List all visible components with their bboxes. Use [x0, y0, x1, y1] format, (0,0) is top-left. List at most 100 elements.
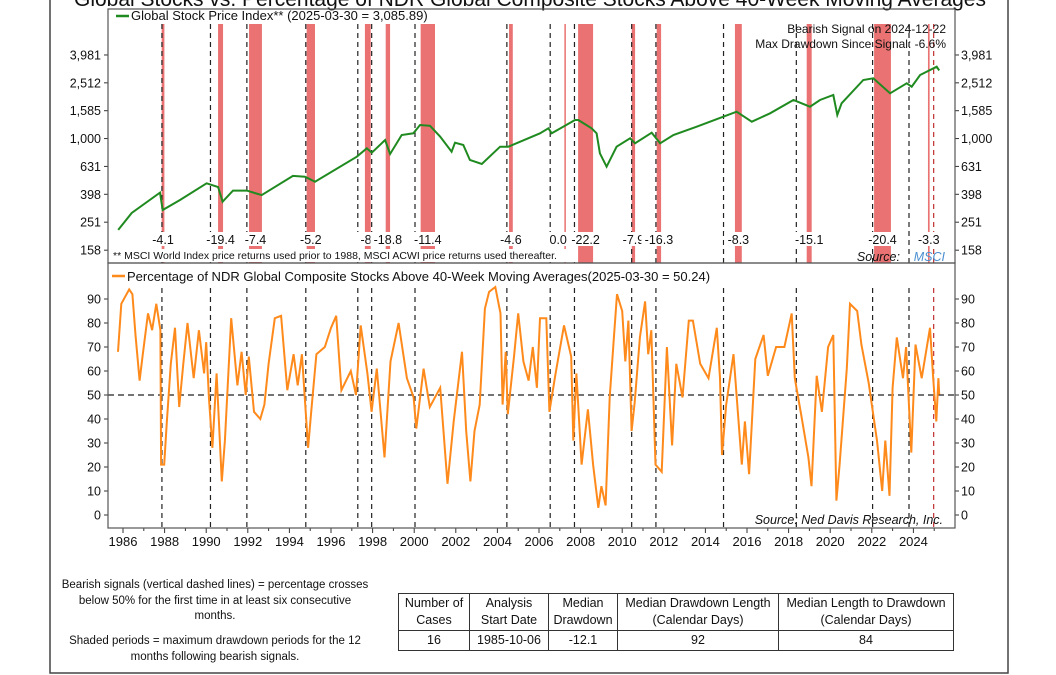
x-tick-label: 2008 — [566, 534, 595, 549]
drawdown-label: -19.4 — [206, 233, 235, 247]
y-tick-label-left: 30 — [87, 437, 101, 451]
drawdown-label-bg — [241, 232, 270, 246]
drawdown-label-bg — [370, 232, 406, 246]
drawdown-label: -8.3 — [728, 233, 750, 247]
axes: 158 158 251 251 398 398 631 631 1,000 1,000 1,585 1… — [70, 48, 993, 549]
price-legend: Global Stock Price Index** (2025-03-30 =… — [131, 8, 428, 23]
cell-median-drawdown: -12.1 — [548, 630, 618, 651]
x-tick-label: 2022 — [857, 534, 886, 549]
drawdown-shade — [656, 24, 662, 263]
y-tick-label-right: 40 — [961, 413, 975, 427]
header-cases: Number of Cases — [398, 593, 470, 631]
chart-title: Global Stocks vs. Percentage of NDR Glob… — [74, 0, 986, 11]
y-tick-label-left: 1,000 — [70, 132, 101, 146]
drawdown-label: -18.8 — [374, 233, 403, 247]
y-tick-label-right: 70 — [961, 341, 975, 355]
bottom-panel-frame — [107, 262, 956, 529]
y-tick-label-right: 60 — [961, 365, 975, 379]
note-shading: Shaded periods = maximum drawdown period… — [69, 635, 361, 663]
drawdown-shade — [564, 24, 566, 263]
y-tick-label-left: 90 — [87, 293, 101, 307]
y-tick-label-right: 30 — [961, 437, 975, 451]
x-tick-label: 2016 — [733, 534, 762, 549]
x-tick-label: 1998 — [358, 534, 387, 549]
y-tick-label-right: 631 — [961, 160, 982, 174]
y-tick-label-left: 631 — [80, 160, 101, 174]
x-tick-label: 2012 — [649, 534, 678, 549]
signal-lines-top — [161, 24, 935, 263]
header-line: (Calendar Days) — [820, 613, 912, 627]
x-tick-label: 2000 — [400, 534, 429, 549]
header-line: Median Drawdown Length — [625, 596, 771, 610]
cell-length-to-drawdown: 84 — [778, 630, 954, 651]
drawdown-label-bg — [914, 232, 943, 246]
drawdown-label: -4.1 — [152, 233, 174, 247]
header-line: (Calendar Days) — [652, 613, 744, 627]
header-line: Analysis — [485, 596, 533, 610]
drawdown-label-bg — [547, 232, 570, 246]
y-tick-label-left: 40 — [87, 413, 101, 427]
drawdown-label: -7.9 — [623, 233, 645, 247]
y-tick-label-left: 60 — [87, 365, 101, 379]
y-tick-label-left: 10 — [87, 485, 101, 499]
y-tick-label-right: 50 — [961, 389, 975, 403]
footnote: ** MSCI World Index price returns used p… — [113, 250, 557, 262]
x-tick-label: 1986 — [109, 534, 138, 549]
y-tick-label-right: 1,000 — [961, 132, 992, 146]
stats-data-row: 16 1985-10-06 -12.1 92 84 — [398, 630, 954, 651]
header-line: Median — [562, 596, 604, 610]
drawdown-shade — [806, 24, 812, 263]
y-tick-label-left: 1,585 — [70, 104, 101, 118]
y-tick-label-left: 3,981 — [70, 48, 101, 62]
note-signals: Bearish signals (vertical dashed lines) … — [61, 579, 369, 622]
drawdown-label-bg — [641, 232, 677, 246]
drawdown-shade — [578, 24, 594, 263]
drawdown-label: -15.1 — [795, 233, 824, 247]
drawdown-shade — [420, 24, 435, 263]
header-drawdown-length: Median Drawdown Length (Calendar Days) — [617, 593, 779, 631]
header-line: Median Length to Drawdown — [786, 596, 946, 610]
drawdown-label: -7.4 — [245, 233, 267, 247]
header-line: Start Date — [480, 613, 538, 627]
header-line: Drawdown — [553, 613, 613, 627]
y-tick-label-right: 90 — [961, 293, 975, 307]
drawdown-label-bg — [148, 232, 178, 246]
y-tick-label-left: 50 — [87, 389, 101, 403]
price-line — [117, 65, 941, 231]
drawdown-label-bg — [203, 232, 239, 246]
x-tick-label: 1992 — [233, 534, 262, 549]
page-frame — [49, 0, 1009, 674]
y-tick-label-left: 398 — [80, 188, 101, 202]
cell-start-date: 1985-10-06 — [469, 630, 549, 651]
source-ndr: Source: Ned Davis Research, Inc. — [755, 513, 943, 527]
y-tick-label-right: 3,981 — [961, 48, 992, 62]
percentage-line — [117, 285, 941, 508]
cell-cases: 16 — [398, 630, 470, 651]
y-tick-label-right: 20 — [961, 461, 975, 475]
signal-lines-bottom — [161, 288, 935, 528]
x-tick-label: 1988 — [150, 534, 179, 549]
y-tick-label-left: 158 — [80, 244, 101, 258]
drawdown-shade — [306, 24, 315, 263]
y-tick-label-right: 80 — [961, 317, 975, 331]
drawdown-label-bg — [496, 232, 526, 246]
drawdown-shade — [509, 24, 513, 263]
x-tick-label: 1990 — [192, 534, 221, 549]
y-tick-label-left: 2,512 — [70, 76, 101, 90]
drawdown-label-bg — [619, 232, 648, 246]
y-tick-label-right: 0 — [961, 509, 968, 523]
y-tick-label-right: 2,512 — [961, 76, 992, 90]
drawdown-label: -3.3 — [918, 233, 940, 247]
drawdown-label: -11.4 — [414, 233, 442, 247]
y-tick-label-right: 1,585 — [961, 104, 992, 118]
drawdown-label-bg — [791, 232, 827, 246]
y-tick-label-left: 80 — [87, 317, 101, 331]
x-tick-label: 1996 — [317, 534, 346, 549]
y-tick-label-right: 10 — [961, 485, 975, 499]
drawdown-label: -20.4 — [868, 233, 897, 247]
max-drawdown-since-signal: Max Drawdown Since Signal: -6.6% — [755, 37, 946, 51]
header-median-drawdown: Median Drawdown — [548, 593, 618, 631]
y-tick-label-right: 251 — [961, 216, 982, 230]
x-tick-label: 2010 — [608, 534, 637, 549]
